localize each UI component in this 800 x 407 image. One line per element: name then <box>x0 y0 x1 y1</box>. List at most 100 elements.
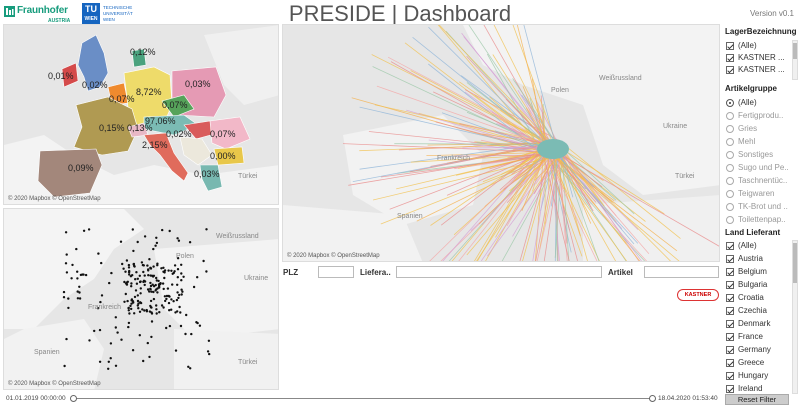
checkbox-icon[interactable] <box>726 267 734 276</box>
timeline-end-handle[interactable] <box>649 395 656 402</box>
country-share-map[interactable]: Türkei 0,01% 0,02% 0,12% 0,07% 8,72% 0,0… <box>3 24 279 205</box>
radio-icon[interactable] <box>726 215 734 224</box>
supplier-point <box>163 295 167 298</box>
supplier-point <box>158 311 161 314</box>
checkbox-icon[interactable] <box>726 306 734 315</box>
supplier-point <box>138 334 141 337</box>
plz-label: PLZ <box>283 268 299 277</box>
artikel-option[interactable]: Toilettenpap.. <box>726 214 792 225</box>
checkbox-icon[interactable] <box>726 384 734 393</box>
checkbox-icon[interactable] <box>726 345 734 354</box>
supplier-point <box>155 279 158 282</box>
artikel-option[interactable]: Sonstiges <box>726 149 792 160</box>
supplier-point <box>132 249 135 253</box>
artikel-option[interactable]: (Alle) <box>726 97 792 108</box>
radio-icon[interactable] <box>726 150 734 159</box>
checkbox-icon[interactable] <box>726 65 734 74</box>
land-option[interactable]: Belgium <box>726 266 792 277</box>
radio-icon[interactable] <box>726 163 734 172</box>
artikel-option[interactable]: Gries <box>726 123 792 134</box>
supplier-point <box>202 259 205 263</box>
plz-input[interactable] <box>318 266 354 278</box>
flow-line <box>373 154 562 201</box>
checkbox-icon[interactable] <box>726 358 734 367</box>
radio-icon[interactable] <box>726 176 734 185</box>
supplier-point <box>136 277 139 280</box>
radio-icon[interactable] <box>726 124 734 133</box>
checkbox-icon[interactable] <box>726 280 734 289</box>
artikel-option[interactable]: Fertigprodu.. <box>726 110 792 121</box>
radio-icon[interactable] <box>726 202 734 211</box>
region-italy[interactable] <box>143 132 189 182</box>
land-option-label: Ireland <box>738 384 763 393</box>
region-value: 0,09% <box>68 163 94 173</box>
land-option[interactable]: Denmark <box>726 318 792 329</box>
land-option[interactable]: Germany <box>726 344 792 355</box>
radio-icon[interactable] <box>726 189 734 198</box>
supplier-point <box>134 289 138 292</box>
land-option[interactable]: Ireland <box>726 383 792 394</box>
supply-flow-map-canvas <box>283 25 719 261</box>
supplier-point <box>177 296 180 300</box>
timeline-track[interactable] <box>74 398 652 399</box>
checkbox-icon[interactable] <box>726 319 734 328</box>
land-option[interactable]: Austria <box>726 253 792 264</box>
radio-icon[interactable] <box>726 98 734 107</box>
checkbox-icon[interactable] <box>726 371 734 380</box>
supplier-point <box>179 311 182 314</box>
checkbox-icon[interactable] <box>726 332 734 341</box>
checkbox-icon[interactable] <box>726 241 734 250</box>
map-label: Polen <box>551 87 569 94</box>
supplier-location-map[interactable]: Weißrussland Polen Ukraine Frankreich Sp… <box>3 208 279 390</box>
region-romania[interactable] <box>209 116 251 150</box>
timeline-start-handle[interactable] <box>70 395 77 402</box>
flow-line <box>554 149 563 258</box>
region-ireland[interactable] <box>61 62 79 88</box>
artikel-option[interactable]: Taschnentüc.. <box>726 175 792 186</box>
scrollbar-thumb[interactable] <box>793 243 797 283</box>
region-bulgaria[interactable] <box>213 146 245 166</box>
region-denmark[interactable] <box>131 48 147 68</box>
region-uk[interactable] <box>77 34 109 92</box>
artikel-option[interactable]: Teigwaren <box>726 188 792 199</box>
land-option[interactable]: Hungary <box>726 370 792 381</box>
land-option[interactable]: France <box>726 331 792 342</box>
supplier-point <box>122 267 125 270</box>
region-france[interactable] <box>73 96 139 156</box>
supplier-point <box>166 287 170 290</box>
lieferant-input[interactable] <box>396 266 602 278</box>
lager-option[interactable]: KASTNER ... <box>726 52 792 63</box>
supplier-point <box>155 304 158 307</box>
supplier-point <box>133 295 137 299</box>
supplier-point <box>148 290 151 293</box>
lager-option[interactable]: (Alle) <box>726 40 792 51</box>
checkbox-icon[interactable] <box>726 293 734 302</box>
checkbox-icon[interactable] <box>726 53 734 62</box>
supplier-point <box>109 342 113 345</box>
region-czechia[interactable] <box>161 94 195 118</box>
region-spain[interactable] <box>37 148 103 198</box>
radio-icon[interactable] <box>726 137 734 146</box>
artikel-option[interactable]: Sugo und Pe.. <box>726 162 792 173</box>
land-option[interactable]: (Alle) <box>726 240 792 251</box>
checkbox-icon[interactable] <box>726 41 734 50</box>
lager-scrollbar[interactable] <box>792 40 798 80</box>
land-option[interactable]: Bulgaria <box>726 279 792 290</box>
reset-filter-button[interactable]: Reset Filter <box>725 394 789 405</box>
artikel-option[interactable]: TK-Brot und .. <box>726 201 792 212</box>
supply-flow-map[interactable]: Weißrussland Polen Ukraine Frankreich Sp… <box>282 24 720 262</box>
lager-option[interactable]: KASTNER ... <box>726 64 792 75</box>
supplier-point <box>128 312 131 315</box>
land-option[interactable]: Czechia <box>726 305 792 316</box>
checkbox-icon[interactable] <box>726 254 734 263</box>
artikel-option[interactable]: Mehl <box>726 136 792 147</box>
radio-icon[interactable] <box>726 111 734 120</box>
region-greece[interactable] <box>199 164 223 192</box>
supplier-point <box>141 308 144 311</box>
land-scrollbar[interactable] <box>792 240 798 394</box>
land-option[interactable]: Croatia <box>726 292 792 303</box>
scrollbar-thumb[interactable] <box>793 43 797 59</box>
land-option[interactable]: Greece <box>726 357 792 368</box>
artikel-input[interactable] <box>644 266 719 278</box>
flow-line <box>348 152 546 186</box>
